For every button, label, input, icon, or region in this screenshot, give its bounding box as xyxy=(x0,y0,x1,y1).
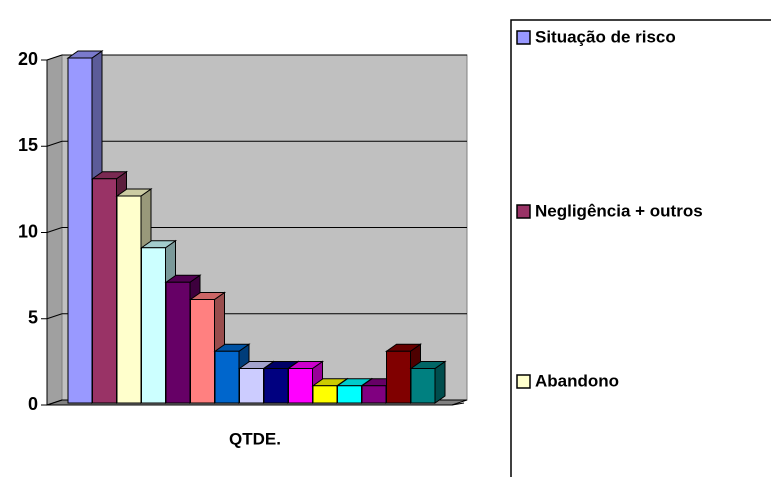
bar-front xyxy=(116,195,142,404)
legend-swatch xyxy=(516,30,531,45)
y-tick-label: 20 xyxy=(18,49,38,69)
y-tick-label: 15 xyxy=(18,135,38,155)
bar-front xyxy=(165,281,191,404)
grid-line xyxy=(46,313,63,320)
legend-swatch xyxy=(516,204,531,219)
grid-line xyxy=(46,227,63,233)
bar xyxy=(409,360,447,404)
legend-label: Negligência + outros xyxy=(535,201,703,220)
legend-box xyxy=(510,19,771,482)
grid-line xyxy=(46,140,63,147)
bar-front xyxy=(141,247,166,404)
bar-front xyxy=(263,368,289,404)
x-tick xyxy=(451,402,465,406)
legend-label: Situação de risco xyxy=(535,27,676,46)
y-tick-label: 0 xyxy=(28,394,38,414)
bar-front xyxy=(288,368,313,404)
grid-line xyxy=(46,54,63,61)
y-tick-label: 5 xyxy=(28,308,38,328)
bar-front xyxy=(67,57,93,404)
bar-front xyxy=(337,385,362,404)
bar-front xyxy=(386,350,411,404)
bar-front xyxy=(239,368,264,404)
bar-front xyxy=(92,178,117,404)
y-tick-label: 10 xyxy=(18,221,38,241)
bar-front xyxy=(312,385,338,404)
bar-front xyxy=(361,385,387,404)
category-label: QTDE. xyxy=(229,429,281,448)
legend-swatch xyxy=(516,374,531,389)
grid-line xyxy=(46,399,63,406)
bar-front xyxy=(214,350,240,404)
bar-front xyxy=(190,299,215,404)
legend-label: Abandono xyxy=(535,371,619,390)
bar-front xyxy=(410,368,436,404)
